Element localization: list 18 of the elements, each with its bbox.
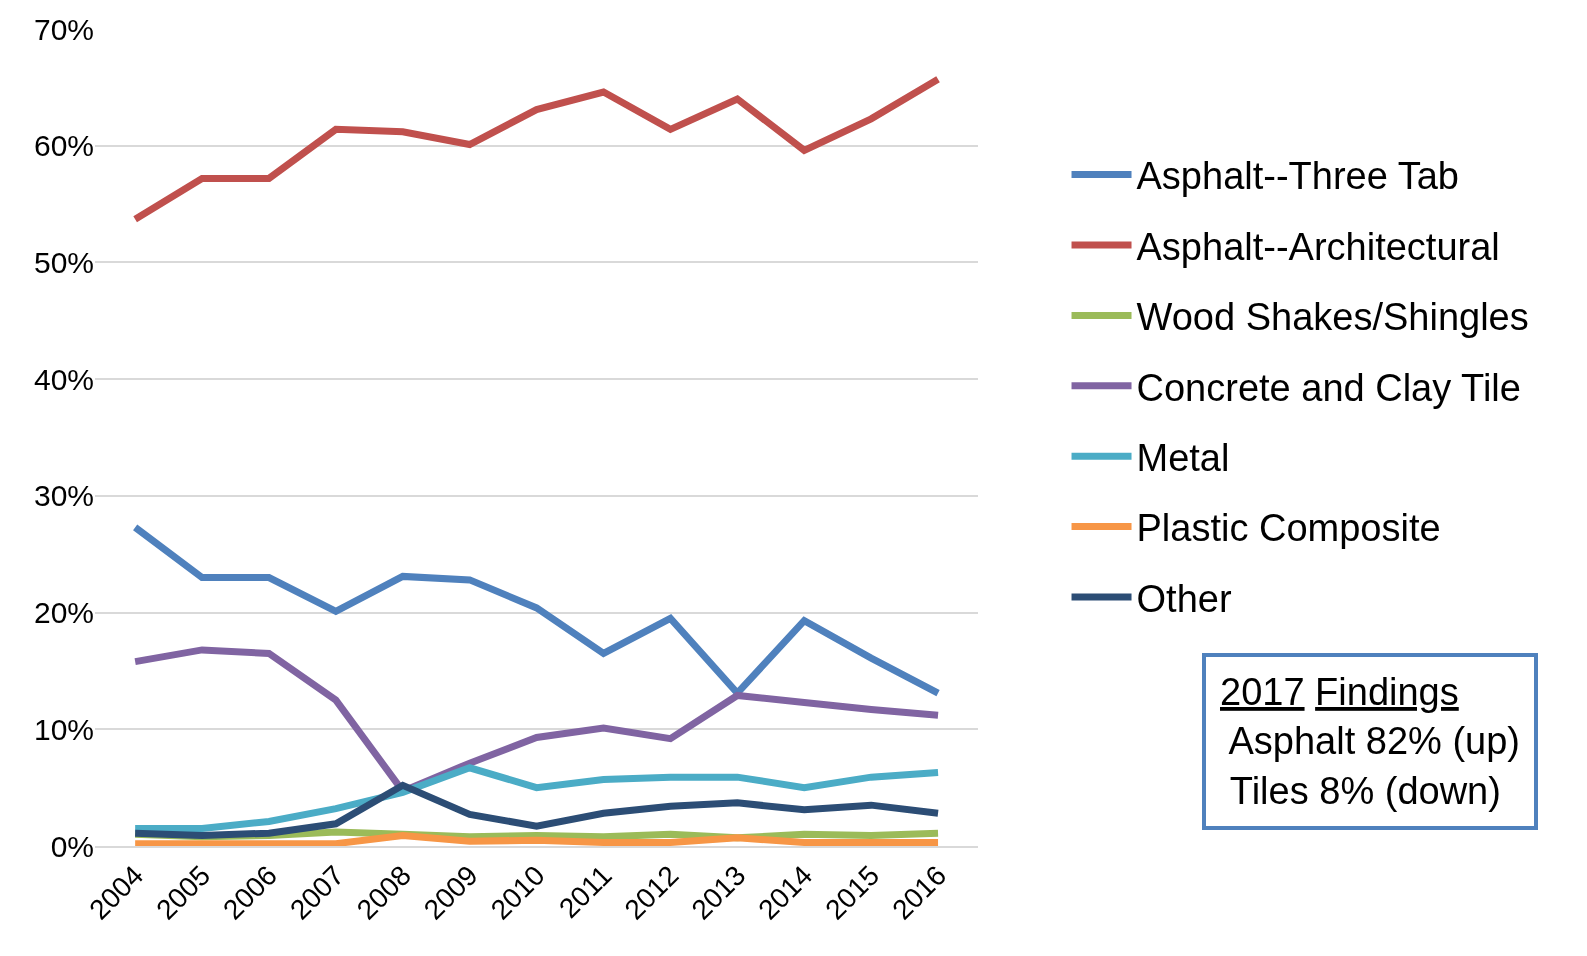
text: Asphalt 82% (up) (1220, 720, 1520, 763)
legend-label: Plastic Composite (1136, 507, 1441, 550)
y-tick-label: 40% (33, 362, 94, 396)
y-tick-label: 30% (33, 479, 94, 513)
y-tick-label: 50% (33, 245, 94, 279)
legend-label: Other (1136, 577, 1232, 620)
legend-label: Metal (1136, 437, 1230, 479)
legend-label: Concrete and Clay Tile (1136, 366, 1521, 409)
y-tick-label: 70% (33, 12, 94, 46)
y-tick-label: 10% (33, 712, 94, 746)
y-tick-label: 0% (50, 829, 94, 863)
legend-label: Wood Shakes/Shingles (1136, 296, 1529, 339)
y-tick-label: 60% (33, 129, 94, 163)
y-tick-label: 20% (33, 596, 94, 630)
legend-label: Asphalt--Three Tab (1136, 155, 1459, 198)
text: 2017 Findings (1220, 671, 1459, 713)
legend-label: Asphalt--Architectural (1136, 225, 1500, 268)
text: Tiles 8% (down) (1220, 769, 1501, 812)
